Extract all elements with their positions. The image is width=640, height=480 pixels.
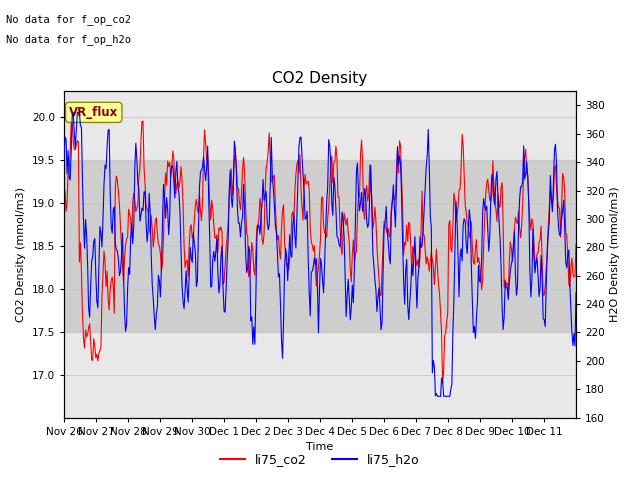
Y-axis label: H2O Density (mmol/m3): H2O Density (mmol/m3) [611,187,620,322]
Legend: li75_co2, li75_h2o: li75_co2, li75_h2o [215,448,425,471]
Y-axis label: CO2 Density (mmol/m3): CO2 Density (mmol/m3) [16,187,26,322]
Text: VR_flux: VR_flux [69,106,118,119]
Title: CO2 Density: CO2 Density [273,71,367,86]
X-axis label: Time: Time [307,442,333,452]
Text: No data for f_op_h2o: No data for f_op_h2o [6,34,131,45]
Text: No data for f_op_co2: No data for f_op_co2 [6,14,131,25]
Bar [64,160,576,332]
